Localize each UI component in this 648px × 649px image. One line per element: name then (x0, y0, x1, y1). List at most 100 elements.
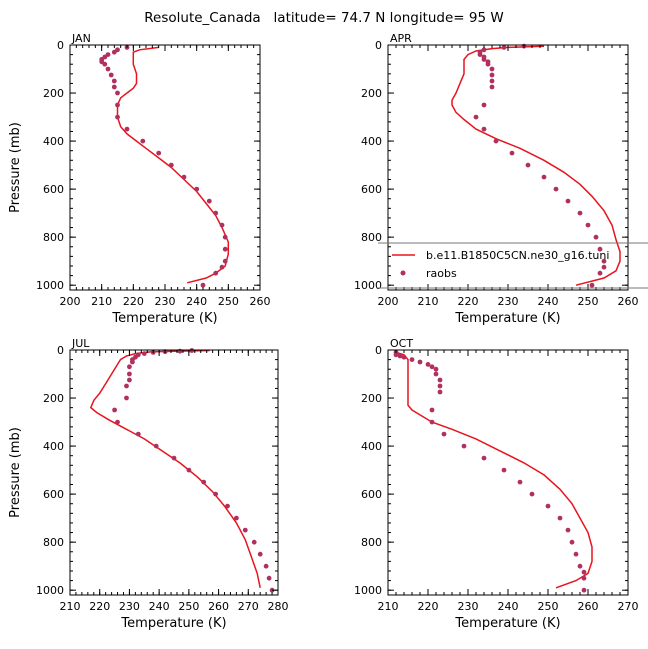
x-tick-label: 220 (458, 295, 479, 308)
panel-jan-obs-point (200, 282, 206, 288)
panel-oct-obs-point (517, 479, 523, 485)
panel-apr-series (451, 43, 621, 288)
panel-apr-model-line (451, 45, 621, 286)
panel-jan-obs-point (222, 234, 228, 240)
x-tick-label: 250 (178, 600, 199, 613)
x-tick-label: 270 (238, 600, 259, 613)
panel-apr-obs-point (489, 72, 495, 78)
panel-oct-obs-point (437, 389, 443, 395)
panel-jan-obs-point (213, 210, 219, 216)
y-tick-label: 0 (375, 344, 382, 357)
panel-jul-obs-point (124, 383, 129, 389)
y-tick-label: 1000 (354, 279, 382, 292)
y-tick-label: 600 (361, 183, 382, 196)
y-tick-label: 800 (43, 231, 64, 244)
x-tick-label: 260 (618, 295, 639, 308)
panel-jan-ylabel: Pressure (mb) (8, 122, 23, 213)
x-tick-label: 220 (418, 600, 439, 613)
panel-jan-frame (69, 44, 261, 291)
panel-oct-obs-point (581, 587, 587, 593)
y-tick-label: 600 (361, 488, 382, 501)
panel-jan-obs-point (213, 270, 219, 276)
x-tick-label: 260 (578, 600, 599, 613)
panel-jul-obs-point (171, 455, 177, 461)
panel-jul-obs-point (124, 395, 129, 401)
panel-jan-model-line (116, 46, 230, 284)
x-tick-label: 230 (119, 600, 140, 613)
panel-oct-obs-point (429, 419, 435, 425)
panel-jul-obs-point (213, 491, 219, 497)
x-tick-label: 220 (123, 295, 144, 308)
panel-jan-obs-point (206, 198, 212, 204)
panel-oct-obs-point (441, 431, 447, 437)
panel-apr-obs-point (481, 47, 487, 53)
panel-jul-obs-point (263, 563, 269, 569)
panel-oct-obs-point (501, 467, 507, 473)
legend: b.e11.B1850C5CN.ne30_g16.tuni raobs (378, 242, 648, 289)
y-tick-label: 200 (43, 392, 64, 405)
panel-jul-obs-point (201, 479, 207, 485)
panel-jul-obs-point (153, 443, 159, 449)
panel-apr-obs-point (597, 246, 603, 252)
panel-jan-obs-point (108, 72, 114, 78)
panel-oct-obs-point (581, 575, 587, 581)
y-tick-label: 0 (57, 39, 64, 52)
panel-oct-obs-point (425, 362, 431, 367)
panel-oct-obs-point (433, 371, 439, 377)
panel-oct-series (393, 350, 593, 593)
panel-jan-obs-point (111, 78, 117, 84)
panel-oct-obs-point (481, 455, 487, 461)
x-tick-label: 260 (250, 295, 271, 308)
panel-jul-obs-point (186, 467, 192, 473)
x-tick-label: 210 (378, 600, 399, 613)
panel-jan-title: JAN (71, 32, 91, 45)
panel-jan-obs-point (219, 264, 225, 270)
panel-oct-obs-point (557, 515, 563, 521)
panel-apr-obs-point (509, 150, 515, 156)
x-tick-label: 240 (186, 295, 207, 308)
panel-jul-obs-point (126, 371, 132, 377)
legend-model-label: b.e11.B1850C5CN.ne30_g16.tuni (426, 249, 609, 262)
panel-oct-obs-point (581, 569, 587, 575)
panel-jul-obs-point (257, 551, 263, 557)
panel-oct-obs-point (401, 354, 407, 360)
y-tick-label: 0 (57, 344, 64, 357)
panel-apr-obs-point (489, 78, 495, 84)
x-tick-label: 210 (60, 600, 81, 613)
panel-jul-xlabel: Temperature (K) (120, 616, 226, 631)
panel-jul-obs-point (266, 575, 272, 581)
panel-jul: 210 220 230 240 250 260 270 280 0 200 400 600 800 100… (8, 337, 289, 631)
panel-apr-obs-point (577, 210, 583, 216)
panels: 200 210 220 230 240 250 260 0 200 400 600 800 1000 JA… (8, 32, 639, 631)
panel-apr-obs-point (597, 270, 603, 276)
panel-jul-obs-point (141, 351, 147, 356)
y-tick-label: 1000 (36, 584, 64, 597)
x-tick-label: 240 (149, 600, 170, 613)
panel-apr-obs-point (565, 198, 571, 204)
y-tick-label: 600 (43, 488, 64, 501)
panel-oct-obs-point (397, 353, 403, 359)
panel-jan-series (99, 45, 230, 288)
panel-apr-obs-point (477, 52, 483, 57)
y-tick-label: 1000 (354, 584, 382, 597)
panel-oct-obs-point (565, 527, 571, 533)
panel-oct-obs-point (573, 551, 579, 557)
panel-apr-obs-point (481, 57, 487, 62)
y-tick-label: 200 (361, 87, 382, 100)
x-tick-label: 250 (218, 295, 239, 308)
y-tick-label: 800 (43, 536, 64, 549)
panel-jul-obs-point (112, 407, 117, 413)
panel-apr-xlabel: Temperature (K) (454, 311, 560, 326)
panel-oct-obs-point (393, 352, 399, 358)
panel-jul-obs-point (126, 377, 132, 383)
y-tick-label: 800 (361, 231, 382, 244)
panel-apr-obs-point (473, 114, 479, 120)
panel-oct-obs-point (461, 443, 467, 449)
panel-jul-title: JUL (71, 337, 90, 350)
panel-oct-title: OCT (390, 337, 413, 350)
panel-oct-obs-point (437, 377, 443, 383)
panel-jan-obs-point (140, 138, 146, 144)
panel-jul-ylabel: Pressure (mb) (8, 427, 23, 518)
panel-apr-obs-point (481, 102, 487, 108)
panel-apr-obs-point (589, 282, 595, 288)
